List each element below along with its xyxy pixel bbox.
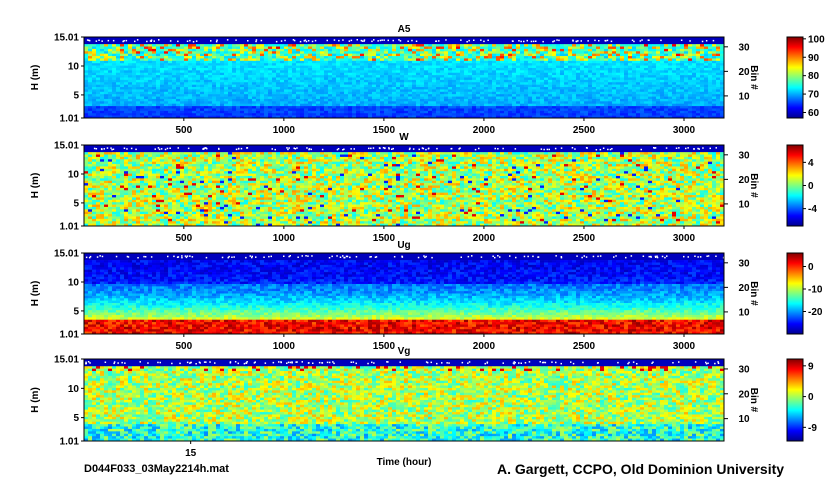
x-tick-label: 3000 xyxy=(673,233,696,244)
y-tick-label: 10 xyxy=(68,384,80,395)
heatmap-cells xyxy=(84,253,724,334)
x-tick-label: 2000 xyxy=(473,341,496,352)
y-tick-label: 1.01 xyxy=(60,437,80,448)
colorbar-scale xyxy=(787,37,803,118)
y-axis-label: H (m) xyxy=(30,387,41,413)
bin-tick-label: 10 xyxy=(738,307,750,318)
y-axis-label: H (m) xyxy=(30,65,41,91)
y-axis-label: H (m) xyxy=(30,173,41,199)
x-tick-label: 2500 xyxy=(573,341,596,352)
colorbar-tick-label: -9 xyxy=(808,423,817,434)
x-tick-label: 1000 xyxy=(273,341,296,352)
panel-title: W xyxy=(399,132,409,143)
y-tick-label: 1.01 xyxy=(60,330,80,341)
credit-line: A. Gargett, CCPO, Old Dominion Universit… xyxy=(497,461,784,477)
colorbar-scale xyxy=(787,359,803,441)
x-tick-label: 2500 xyxy=(573,233,596,244)
x-tick-label: 1500 xyxy=(373,125,396,136)
bin-axis-label: Bin # xyxy=(748,388,759,413)
x-tick-label: 1000 xyxy=(273,125,296,136)
bin-axis-label: Bin # xyxy=(748,65,759,90)
heatmap-cells xyxy=(84,359,724,441)
y-tick-label: 5 xyxy=(73,198,79,209)
bin-axis-label: Bin # xyxy=(748,281,759,306)
y-tick-label: 1.01 xyxy=(60,222,80,233)
colorbar-tick-label: -10 xyxy=(808,285,823,296)
colorbar-tick-label: 70 xyxy=(808,90,820,101)
bin-tick-label: 30 xyxy=(738,42,750,53)
y-tick-label: 10 xyxy=(68,277,80,288)
x-tick-label: 1500 xyxy=(373,341,396,352)
colorbar-tick-label: 90 xyxy=(808,53,820,64)
y-tick-label: 5 xyxy=(73,306,79,317)
panel-title: Ug xyxy=(397,240,410,251)
y-tick-label: 15.01 xyxy=(54,33,79,44)
y-tick-label: 5 xyxy=(73,90,79,101)
y-tick-label: 15.01 xyxy=(54,355,79,366)
x-tick-label: 500 xyxy=(175,125,192,136)
colorbar: -9 0 9 xyxy=(787,359,817,441)
y-tick-label: 15.01 xyxy=(54,249,79,260)
y-tick-label: 15.01 xyxy=(54,141,79,152)
bin-axis-label: Bin # xyxy=(748,173,759,198)
colorbar: -20 -10 0 xyxy=(787,253,823,334)
bin-tick-label: 30 xyxy=(738,364,750,375)
colorbar-tick-label: 0 xyxy=(808,392,814,403)
heatmap-cells xyxy=(84,145,724,226)
y-axis-label: H (m) xyxy=(30,281,41,307)
x-tick-label: 2000 xyxy=(473,233,496,244)
colorbar-tick-label: 80 xyxy=(808,71,820,82)
colorbar-tick-label: 60 xyxy=(808,108,820,119)
bin-tick-label: 10 xyxy=(738,414,750,425)
panel-title: Vg xyxy=(398,346,411,357)
colorbar-tick-label: 0 xyxy=(808,262,814,273)
y-tick-label: 5 xyxy=(73,413,79,424)
x-tick-label: 1500 xyxy=(373,233,396,244)
colorbar-tick-label: -20 xyxy=(808,307,823,318)
colorbar: -4 0 4 xyxy=(787,145,817,226)
x-tick-label: 15 xyxy=(185,448,197,459)
y-tick-label: 10 xyxy=(68,61,80,72)
bin-tick-label: 10 xyxy=(738,199,750,210)
x-tick-label: 500 xyxy=(175,233,192,244)
x-tick-label: 3000 xyxy=(673,341,696,352)
file-name: D044F033_03May2214h.mat xyxy=(84,463,229,475)
colorbar-tick-label: 9 xyxy=(808,361,814,372)
heatmap-cells xyxy=(84,37,724,118)
x-tick-label: 500 xyxy=(175,341,192,352)
colorbar-scale xyxy=(787,145,803,226)
x-tick-label: 1000 xyxy=(273,233,296,244)
panel-title: A5 xyxy=(398,24,411,35)
colorbar-tick-label: 0 xyxy=(808,181,814,192)
colorbar-scale xyxy=(787,253,803,334)
colorbar-tick-label: -4 xyxy=(808,204,817,215)
colorbar: 60 70 80 90 100 xyxy=(787,34,825,119)
x-tick-label: 2500 xyxy=(573,125,596,136)
x-tick-label: 3000 xyxy=(673,125,696,136)
bin-tick-label: 30 xyxy=(738,150,750,161)
bin-tick-label: 10 xyxy=(738,91,750,102)
x-axis-label: Time (hour) xyxy=(377,457,432,468)
y-tick-label: 1.01 xyxy=(60,114,80,125)
colorbar-tick-label: 100 xyxy=(808,34,825,45)
colorbar-tick-label: 4 xyxy=(808,158,814,169)
x-tick-label: 2000 xyxy=(473,125,496,136)
bin-tick-label: 30 xyxy=(738,258,750,269)
y-tick-label: 10 xyxy=(68,169,80,180)
